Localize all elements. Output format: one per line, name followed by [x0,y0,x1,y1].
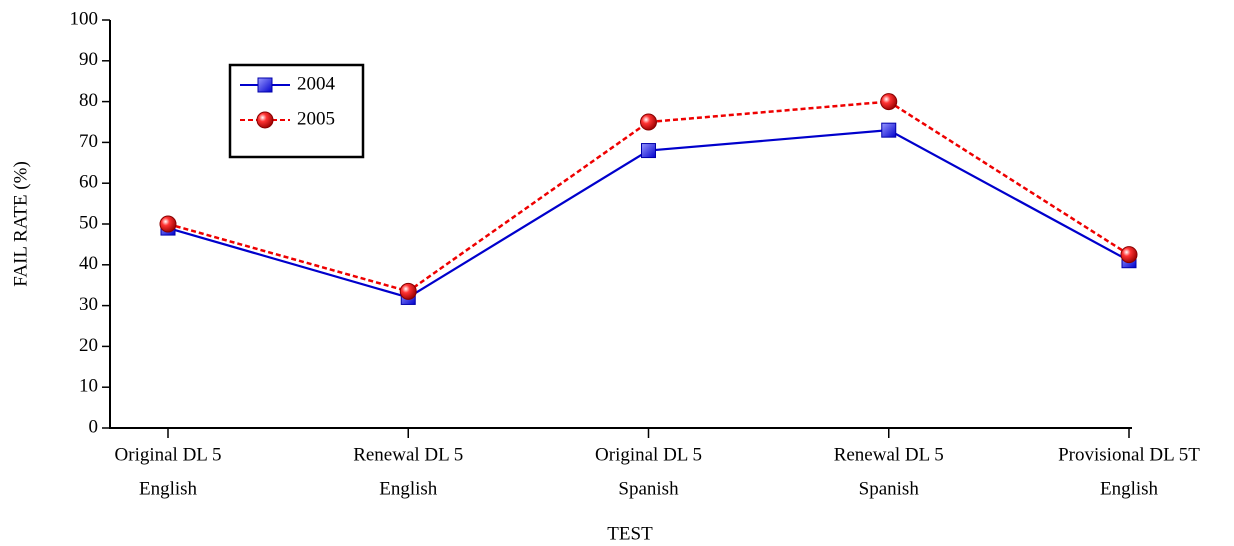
x-axis-label: TEST [607,523,653,544]
y-tick-label: 10 [79,376,98,397]
x-tick-label: Renewal DL 5 [353,444,463,465]
legend [228,63,365,159]
marker [640,113,657,131]
marker [159,215,177,233]
x-tick-label: Spanish [859,478,920,499]
marker [641,143,656,159]
y-tick-label: 0 [89,416,99,437]
y-tick-label: 50 [79,212,98,233]
legend-label: 2005 [297,108,335,129]
y-tick-label: 20 [79,335,98,356]
y-tick-label: 30 [79,294,98,315]
marker [399,282,417,300]
y-tick-label: 60 [79,172,98,193]
marker [1120,246,1138,264]
x-tick-label: English [139,478,198,499]
y-tick-label: 90 [79,49,98,70]
legend-marker [257,77,273,93]
legend-marker [256,111,274,129]
x-tick-label: Renewal DL 5 [834,444,944,465]
x-tick-label: Original DL 5 [115,444,222,465]
marker [881,122,897,138]
x-tick-label: Spanish [618,478,679,499]
y-axis-label: FAIL RATE (%) [10,161,31,287]
legend-label: 2004 [297,73,336,94]
y-tick-label: 40 [79,253,98,274]
marker [880,93,898,111]
y-tick-label: 70 [79,131,98,152]
y-tick-label: 100 [70,8,99,29]
x-tick-label: Original DL 5 [595,444,702,465]
x-tick-label: Provisional DL 5T [1058,444,1200,465]
y-tick-label: 80 [79,90,98,111]
x-tick-label: English [1100,478,1159,499]
x-tick-label: English [379,478,438,499]
